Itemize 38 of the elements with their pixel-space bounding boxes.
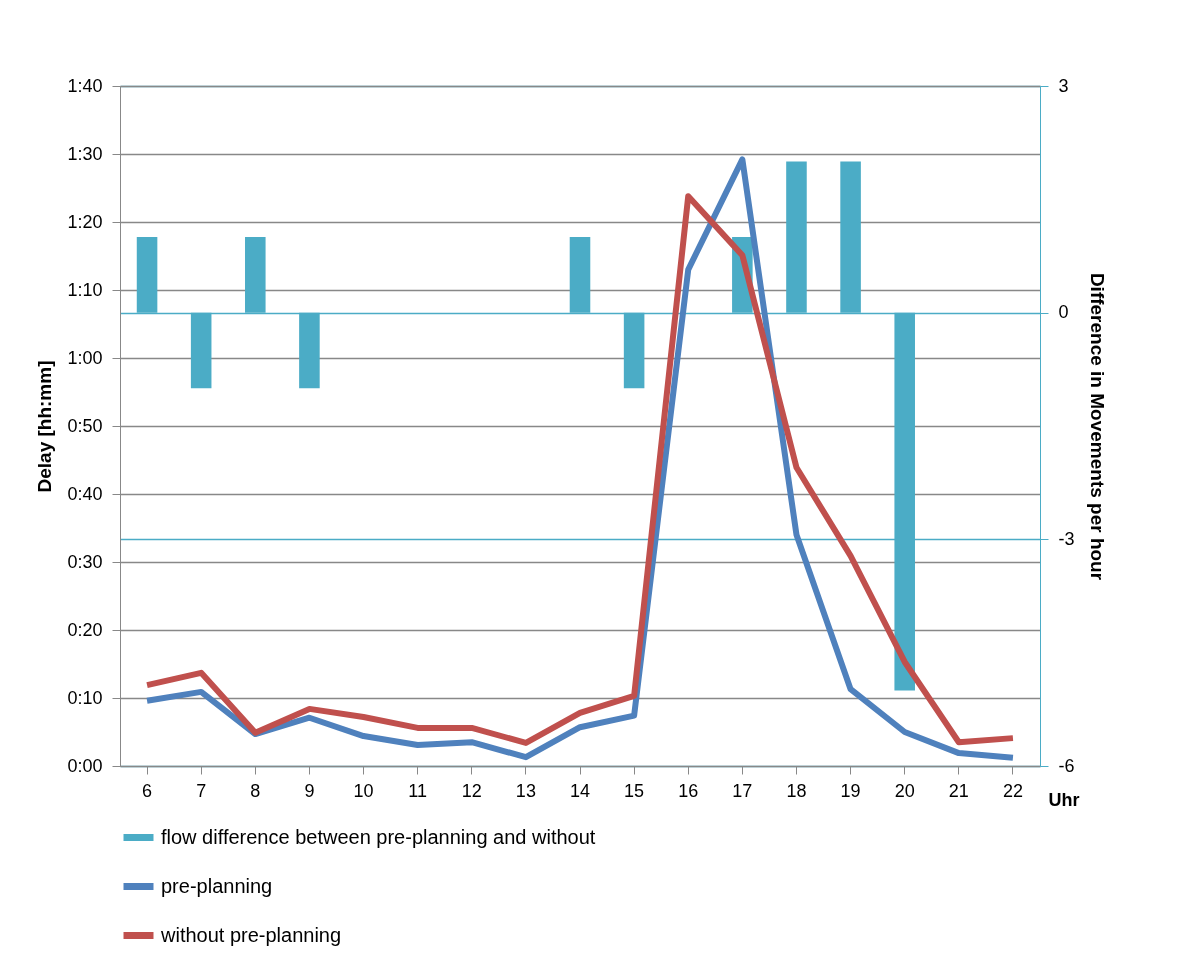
y-tick-label: 1:10 [67, 279, 103, 300]
x-tick-label: 7 [196, 780, 207, 801]
x-tick-label: 11 [408, 780, 427, 801]
x-tick-label: 19 [840, 780, 861, 801]
x-tick-label: 12 [461, 780, 482, 801]
y-tick-label: 1:00 [67, 347, 103, 368]
x-tick-label: 10 [353, 780, 374, 801]
x-tick-label: 16 [678, 780, 699, 801]
x-tick-label: 8 [250, 780, 261, 801]
legend-label: flow difference between pre-planning and without [161, 825, 596, 848]
y-tick-label: 0:10 [67, 687, 103, 708]
x-tick-label: 21 [948, 780, 969, 801]
x-tick-label: 20 [894, 780, 915, 801]
x-tick-label: 9 [304, 780, 315, 801]
y2-tick-label: 0 [1058, 302, 1069, 323]
y-axis-title: Delay [hh:mm] [34, 360, 56, 493]
x-tick-label: 18 [786, 780, 807, 801]
y2-axis-title: Difference in Movements per hour [1086, 272, 1108, 581]
x-tick-label: 14 [569, 780, 591, 801]
y-tick-label: 0:00 [67, 755, 103, 776]
x-axis-title: Uhr [1048, 789, 1080, 810]
y-tick-label: 1:40 [67, 75, 103, 96]
legend-label: pre-planning [161, 874, 273, 897]
legend-label: without pre-planning [160, 923, 342, 946]
y2-tick-label: -3 [1058, 528, 1075, 549]
x-tick-label: 13 [515, 780, 536, 801]
y-tick-label: 0:30 [67, 551, 103, 572]
y-tick-label: 0:20 [67, 619, 103, 640]
x-tick-label: 17 [732, 780, 753, 801]
x-tick-label: 6 [142, 780, 153, 801]
y2-tick-label: -6 [1058, 755, 1075, 776]
y-tick-label: 0:40 [67, 483, 103, 504]
y-tick-label: 1:30 [67, 143, 103, 164]
y-tick-label: 0:50 [67, 415, 103, 436]
y-tick-label: 1:20 [67, 211, 103, 232]
x-tick-label: 15 [624, 780, 645, 801]
x-tick-label: 22 [1002, 780, 1023, 801]
y2-tick-label: 3 [1058, 75, 1069, 96]
